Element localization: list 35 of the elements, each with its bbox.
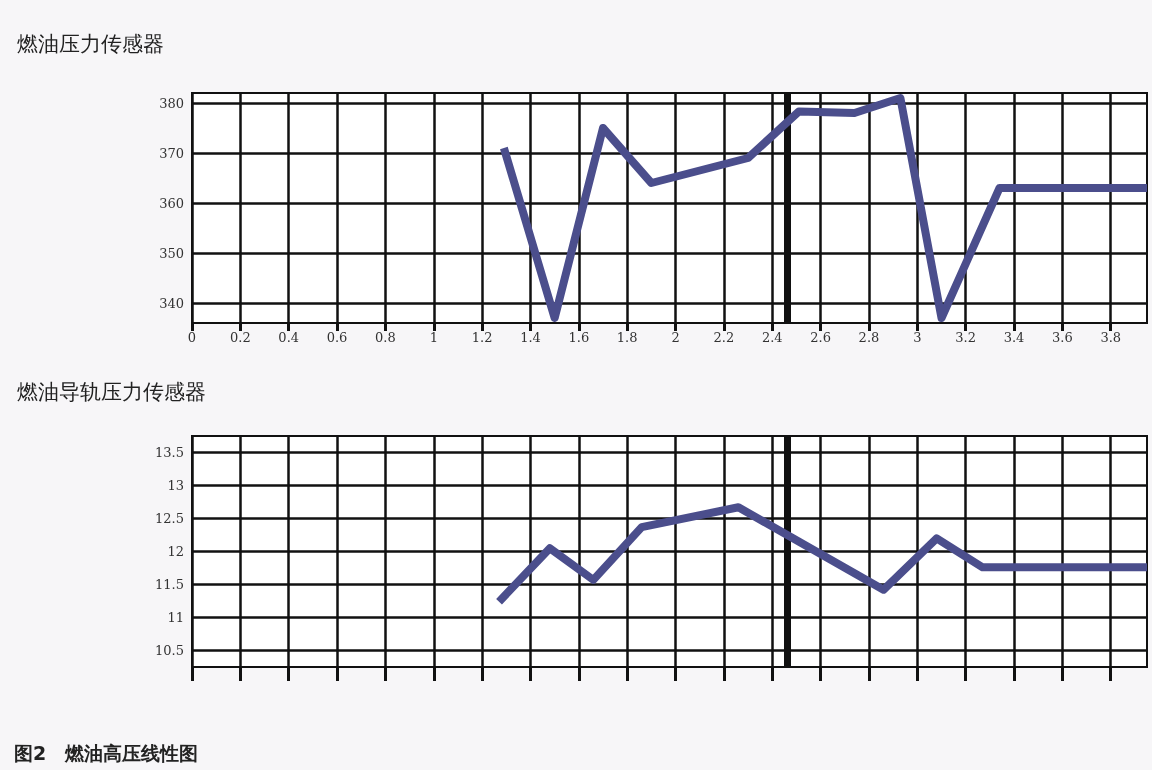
x-tick-label: 0.4 [278, 330, 300, 345]
y-tick-label: 350 [159, 245, 184, 261]
x-tick-label: 0 [187, 330, 197, 345]
x-tick-label: 3.8 [1100, 330, 1122, 345]
x-tick-label: 3 [913, 330, 922, 345]
caption: 图2 燃油高压线性图 [14, 741, 199, 764]
x-tick-label: 3.6 [1052, 330, 1073, 345]
y-tick-label: 11 [167, 610, 184, 625]
x-tick-label: 2.6 [810, 330, 831, 345]
x-tick-label: 3.2 [955, 330, 977, 345]
x-tick-label: 2.4 [761, 330, 783, 345]
y-tick-label: 12.5 [155, 511, 184, 526]
y-tick-label: 10.5 [155, 643, 184, 658]
y-tick-label: 370 [159, 145, 184, 161]
y-tick-label: 13.5 [155, 445, 184, 460]
x-tick-label: 2 [671, 330, 680, 345]
x-tick-label: 0.2 [230, 330, 251, 345]
x-tick-label: 3.4 [1003, 330, 1025, 345]
x-tick-label: 1.8 [616, 330, 638, 345]
x-tick-label: 2.8 [858, 330, 880, 345]
y-tick-label: 11.5 [155, 577, 184, 592]
chart-title: 燃油导轨压力传感器 [17, 379, 206, 404]
y-tick-label: 360 [159, 195, 184, 211]
x-tick-label: 0.8 [375, 330, 396, 345]
x-tick-label: 1 [429, 330, 438, 345]
y-tick-label: 13 [167, 478, 184, 493]
y-tick-label: 340 [159, 295, 184, 311]
x-tick-label: 2.2 [713, 330, 735, 345]
x-tick-label: 0.6 [326, 330, 348, 345]
x-tick-label: 1.4 [520, 330, 541, 345]
x-tick-label: 1.2 [471, 330, 493, 345]
y-tick-label: 12 [167, 544, 184, 559]
x-tick-label: 1.6 [568, 330, 590, 345]
y-tick-label: 380 [159, 95, 184, 111]
chart-title: 燃油压力传感器 [17, 31, 164, 56]
